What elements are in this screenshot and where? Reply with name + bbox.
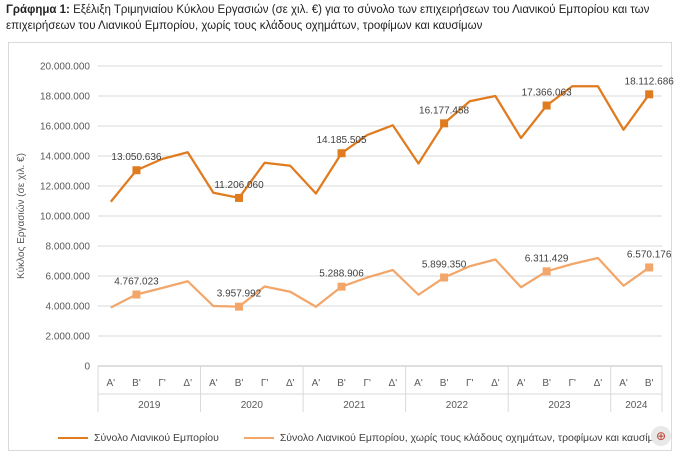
data-label: 16.177.458 — [419, 105, 469, 116]
legend: Σύνολο Λιανικού Εμπορίου Σύνολο Λιανικού… — [58, 430, 680, 444]
data-marker — [235, 193, 243, 202]
x-tick-label: Α' — [209, 378, 218, 389]
x-tick-label: Α' — [107, 378, 116, 389]
x-tick-label: Α' — [312, 378, 321, 389]
data-label: 18.112.686 — [625, 76, 675, 87]
x-tick-label: Γ' — [158, 378, 166, 389]
y-tick-label: 10.000.000 — [40, 212, 90, 223]
x-tick-label: Α' — [619, 378, 628, 389]
data-label: 11.206.060 — [214, 180, 264, 191]
data-label: 5.288.906 — [319, 269, 364, 280]
data-label: 13.050.636 — [111, 152, 161, 163]
series-line-0 — [109, 85, 651, 203]
x-tick-label: Α' — [517, 378, 526, 389]
data-label: 6.311.429 — [525, 253, 569, 264]
data-marker — [542, 101, 551, 110]
x-tick-label: Γ' — [466, 378, 474, 389]
y-tick-label: 14.000.000 — [40, 152, 90, 163]
zoom-icon[interactable]: ⊕ — [651, 426, 671, 446]
y-tick-label: 20.000.000 — [40, 62, 90, 73]
year-label: 2021 — [343, 400, 366, 411]
data-label: 17.366.063 — [522, 88, 572, 99]
chart-caption: Γράφημα 1: Εξέλιξη Τριμηνιαίου Κύκλου Ερ… — [6, 2, 674, 34]
data-label: 3.957.992 — [217, 289, 262, 300]
y-tick-label: 2.000.000 — [46, 332, 91, 343]
data-marker — [235, 302, 243, 311]
y-tick-label: 18.000.000 — [40, 92, 90, 103]
x-tick-label: Γ' — [261, 378, 269, 389]
data-marker — [440, 273, 449, 282]
data-marker — [440, 119, 449, 128]
series-line-1 — [110, 256, 650, 309]
y-tick-label: 4.000.000 — [46, 302, 91, 313]
data-label: 6.570.176 — [627, 249, 672, 260]
x-tick-label: Γ' — [363, 378, 371, 389]
y-tick-label: 8.000.000 — [46, 242, 91, 253]
x-tick-label: Γ' — [569, 378, 577, 389]
x-tick-label: Δ' — [286, 378, 295, 389]
data-label: 4.767.023 — [114, 276, 159, 287]
x-tick-label: Β' — [132, 378, 141, 389]
x-tick-label: Β' — [542, 378, 551, 389]
legend-label-total: Σύνολο Λιανικού Εμπορίου — [94, 432, 219, 444]
data-marker — [542, 267, 551, 276]
data-marker — [337, 282, 346, 291]
y-tick-label: 16.000.000 — [40, 122, 90, 133]
caption-label: Γράφημα 1: — [6, 4, 70, 16]
year-label: 2019 — [138, 400, 161, 411]
year-label: 2020 — [241, 400, 264, 411]
x-tick-label: Δ' — [389, 378, 398, 389]
data-label: 14.185.505 — [317, 135, 367, 146]
data-marker — [132, 290, 141, 299]
data-marker — [645, 263, 654, 272]
legend-swatch-total — [58, 437, 88, 439]
x-tick-label: Β' — [337, 378, 346, 389]
x-tick-label: Δ' — [183, 378, 192, 389]
legend-item-total: Σύνολο Λιανικού Εμπορίου — [58, 432, 219, 444]
data-label: 5.899.350 — [422, 260, 467, 271]
x-tick-label: Δ' — [491, 378, 500, 389]
caption-text: Εξέλιξη Τριμηνιαίου Κύκλου Εργασιών (σε … — [6, 4, 650, 32]
y-axis-label: Κύκλος Εργασιών (σε χιλ. €) — [15, 153, 27, 279]
y-tick-label: 12.000.000 — [40, 182, 90, 193]
legend-swatch-excl — [243, 437, 274, 439]
x-tick-label: Δ' — [594, 378, 603, 389]
x-tick-label: Α' — [414, 378, 423, 389]
x-tick-label: Β' — [440, 378, 449, 389]
data-marker — [132, 166, 141, 175]
year-label: 2023 — [548, 400, 571, 411]
legend-label-excl: Σύνολο Λιανικού Εμπορίου, χωρίς τους κλά… — [279, 432, 668, 444]
data-marker — [645, 90, 654, 99]
year-label: 2024 — [625, 400, 648, 411]
y-tick-label: 0 — [84, 362, 90, 373]
y-tick-label: 6.000.000 — [46, 272, 91, 283]
year-label: 2022 — [446, 400, 469, 411]
x-tick-label: Β' — [235, 378, 244, 389]
legend-item-excl: Σύνολο Λιανικού Εμπορίου, χωρίς τους κλά… — [243, 432, 668, 444]
x-tick-label: Β' — [645, 378, 654, 389]
data-marker — [337, 149, 346, 158]
